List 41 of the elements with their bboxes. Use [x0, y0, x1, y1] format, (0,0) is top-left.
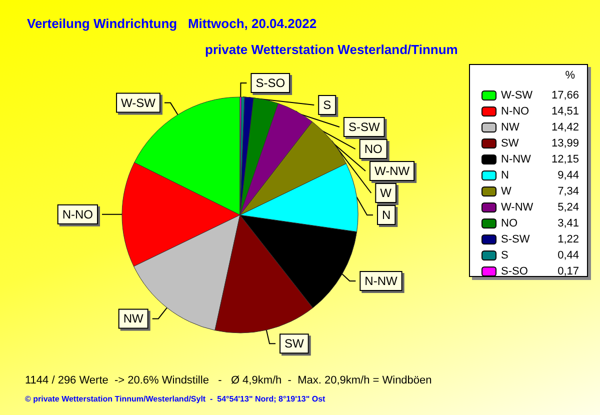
legend-title: %: [565, 70, 576, 82]
slice-label: W-SW: [121, 96, 156, 110]
legend-label: N-NO: [501, 106, 530, 118]
legend-label: S-SO: [501, 266, 528, 278]
text: 1144 / 296 Werte -> 20.6% Windstille - Ø 4,9km/h - Max. 20,9km/h = Windböen: [25, 374, 432, 386]
data-label: 5,24: [558, 202, 579, 214]
legend-label: N: [501, 170, 509, 182]
legend-label: W-NW: [501, 202, 534, 214]
slice-label: N-NW: [364, 274, 398, 288]
data-label: 3,41: [558, 218, 579, 230]
data-label: 0,17: [558, 266, 579, 278]
legend-label: S-SW: [501, 234, 530, 246]
slice-label: SW: [284, 336, 305, 351]
data-label: 17,66: [551, 90, 579, 102]
slice-label: W-NW: [374, 164, 410, 178]
slice-label: NW: [123, 312, 144, 326]
chart-title: Verteilung Windrichtung Mittwoch, 20.04.2022: [27, 16, 317, 31]
legend-label: NO: [501, 218, 518, 230]
slice-label: N: [382, 208, 391, 222]
data-label: 7,34: [558, 186, 579, 198]
legend-label: W-SW: [501, 90, 534, 102]
text: © private Wetterstation Tinnum/Westerland/Sylt - 54°54'13" Nord; 8°19'13" Ost: [25, 394, 326, 404]
legend-label: S: [501, 250, 508, 262]
chart-subtitle: private Wetterstation Westerland/Tinnum: [205, 42, 458, 57]
legend-label: N-NW: [501, 154, 532, 166]
data-label: 0,44: [558, 250, 579, 262]
data-label: 14,51: [551, 106, 579, 118]
slice-label: N-NO: [62, 207, 93, 222]
data-label: 12,15: [551, 154, 579, 166]
data-label: 9,44: [558, 170, 579, 182]
data-label: 13,99: [551, 138, 579, 150]
slice-label: W: [380, 186, 392, 200]
legend-label: SW: [501, 138, 520, 150]
data-label: 14,42: [551, 122, 579, 134]
slice-label: S-SO: [256, 76, 286, 90]
legend-label: NW: [501, 122, 520, 134]
slice-label: NO: [364, 142, 382, 156]
slice-label: S-SW: [348, 120, 380, 134]
slice-label: S: [323, 98, 332, 112]
data-label: 1,22: [558, 234, 579, 246]
legend-label: W: [501, 186, 512, 198]
